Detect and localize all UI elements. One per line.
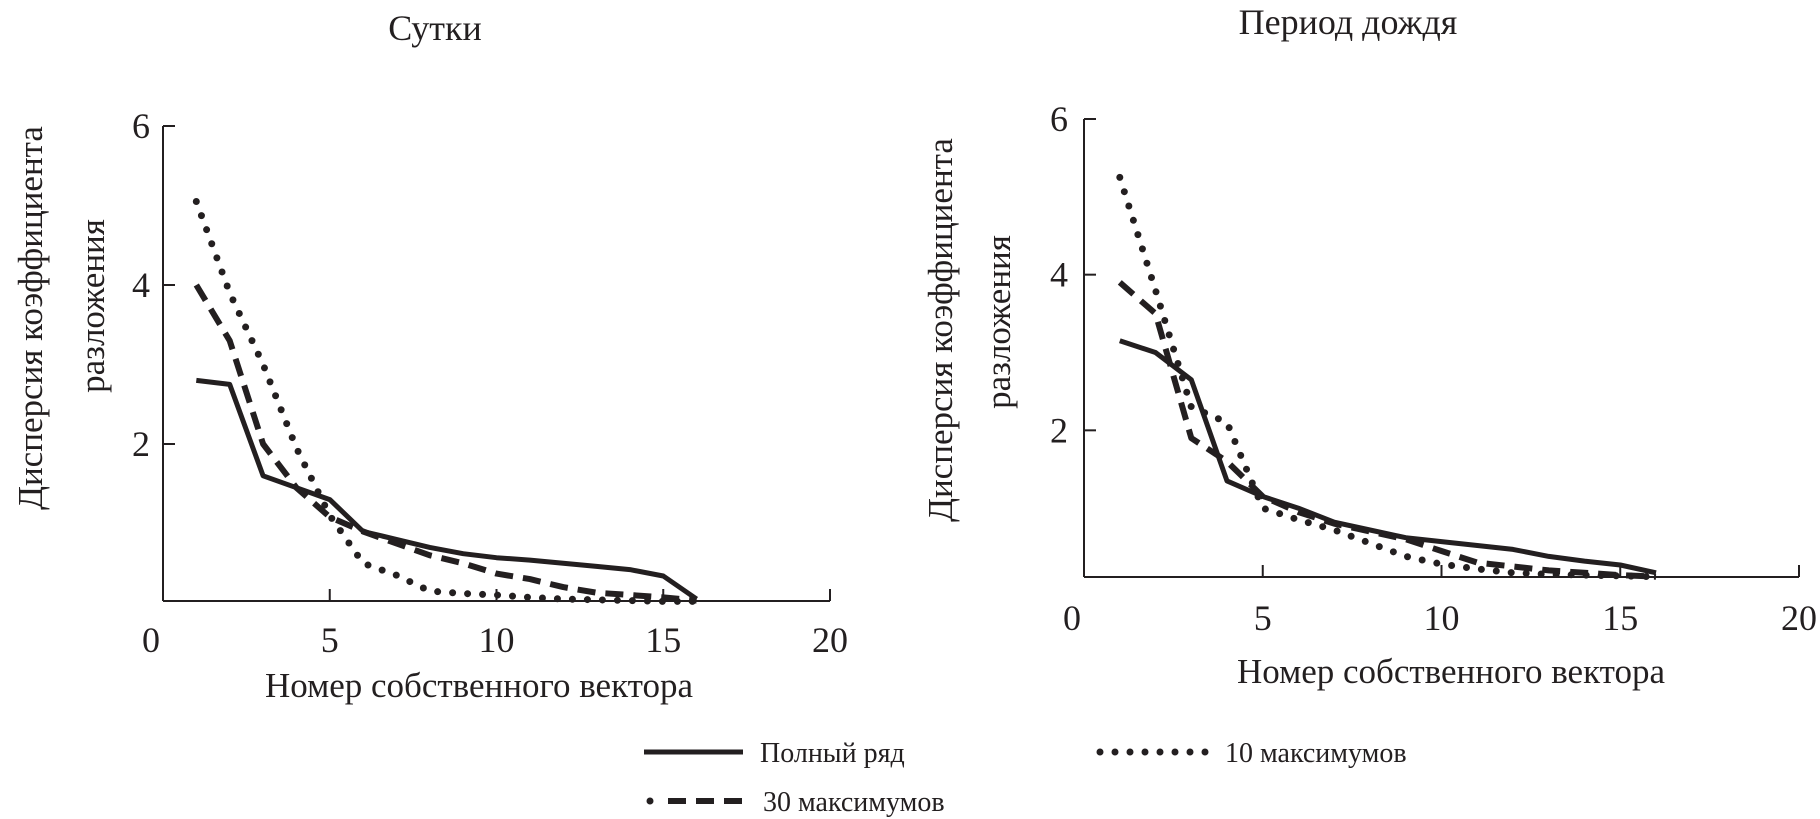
legend-label: Полный ряд <box>760 738 905 769</box>
y-tick-label: 6 <box>132 106 150 146</box>
chart-period-dozhdya: Период дождя Дисперсия коэффициента разл… <box>921 2 1817 691</box>
y-axis-label-line1: Дисперсия коэффициента <box>921 138 960 522</box>
x-tick-label: 10 <box>479 620 515 660</box>
legend-swatch-dot <box>646 797 654 805</box>
x-tick-label: 0 <box>1063 598 1081 638</box>
x-axis-label: Номер собственного вектора <box>265 666 693 705</box>
x-tick-label: 10 <box>1424 598 1460 638</box>
x-tick-label: 20 <box>1781 598 1817 638</box>
chart-title: Период дождя <box>1239 2 1458 42</box>
y-tick-label: 4 <box>132 265 150 305</box>
y-tick-label: 2 <box>1050 410 1068 450</box>
legend-label: 10 максимумов <box>1225 738 1407 769</box>
x-tick-label: 20 <box>812 620 848 660</box>
x-tick-label: 5 <box>321 620 339 660</box>
series-line-dotted <box>192 198 701 605</box>
x-axis-label: Номер собственного вектора <box>1237 652 1665 691</box>
series-line-dashed <box>193 283 697 604</box>
y-axis-label-line2: разложения <box>979 235 1018 409</box>
series-line-solid <box>196 377 699 602</box>
series-line-dashed <box>1117 280 1657 580</box>
y-axis-label-line2: разложения <box>73 219 112 393</box>
y-tick-label: 4 <box>1050 255 1068 295</box>
x-tick-label: 15 <box>645 620 681 660</box>
chart-sutki: Сутки Дисперсия коэффициента разложения … <box>11 8 848 705</box>
x-tick-label: 5 <box>1254 598 1272 638</box>
y-tick-label: 6 <box>1050 99 1068 139</box>
x-tick-label: 15 <box>1602 598 1638 638</box>
x-tick-label: 0 <box>142 620 160 660</box>
chart-title: Сутки <box>388 8 482 48</box>
y-tick-label: 2 <box>132 424 150 464</box>
legend: Полный ряд 10 максимумов 30 максимумов <box>644 738 1407 818</box>
legend-label: 30 максимумов <box>763 787 945 818</box>
series-line-dotted <box>1116 173 1660 581</box>
y-axis-label-line1: Дисперсия коэффициента <box>11 126 50 510</box>
